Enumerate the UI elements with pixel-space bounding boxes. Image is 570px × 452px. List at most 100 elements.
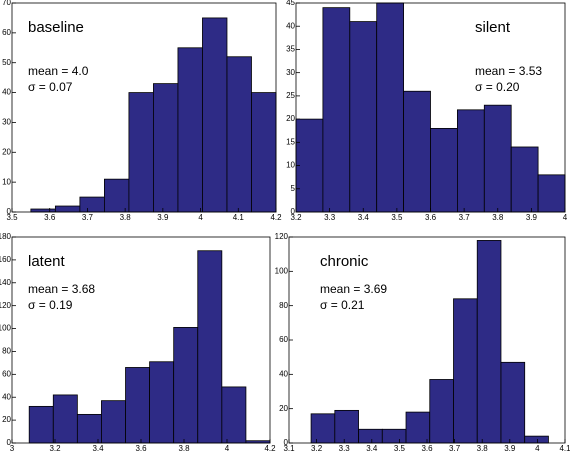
x-tick-label: 3.7 bbox=[459, 213, 471, 222]
bar bbox=[403, 90, 431, 213]
mean-label: mean = 4.0 bbox=[28, 64, 89, 78]
sigma-label: σ = 0.21 bbox=[320, 298, 365, 312]
panel-label: latent bbox=[28, 253, 66, 270]
y-tick-label: 0 bbox=[284, 438, 289, 447]
x-tick-label: 3.5 bbox=[394, 444, 406, 452]
bar bbox=[251, 92, 277, 213]
x-tick-label: 3.8 bbox=[178, 444, 190, 452]
x-tick-label: 3.6 bbox=[425, 213, 437, 222]
x-tick-label: 3.6 bbox=[44, 213, 56, 222]
y-tick-label: 70 bbox=[2, 0, 11, 7]
y-tick-label: 100 bbox=[0, 324, 12, 333]
bar bbox=[537, 174, 566, 213]
x-tick-label: 3.4 bbox=[358, 213, 370, 222]
panel-label: baseline bbox=[28, 19, 84, 36]
bar bbox=[295, 118, 324, 213]
bar bbox=[101, 400, 126, 444]
y-tick-label: 40 bbox=[2, 392, 11, 401]
y-tick-label: 0 bbox=[291, 207, 296, 216]
x-tick-label: 4.2 bbox=[270, 213, 282, 222]
y-tick-label: 50 bbox=[2, 58, 11, 67]
y-tick-label: 15 bbox=[286, 137, 295, 146]
x-tick-label: 3.4 bbox=[366, 444, 378, 452]
x-tick-label: 4.2 bbox=[264, 444, 276, 452]
y-tick-label: 0 bbox=[7, 438, 12, 447]
y-tick-label: 30 bbox=[286, 68, 295, 77]
x-tick-label: 3.3 bbox=[339, 444, 351, 452]
bar bbox=[30, 208, 56, 213]
bar bbox=[202, 17, 228, 213]
bar bbox=[476, 240, 502, 444]
bar bbox=[430, 127, 458, 213]
x-tick-label: 4.1 bbox=[559, 444, 570, 452]
mean-label: mean = 3.53 bbox=[475, 64, 542, 78]
x-tick-label: 3.7 bbox=[82, 213, 94, 222]
bar bbox=[456, 109, 485, 213]
bar bbox=[322, 7, 351, 213]
y-tick-label: 180 bbox=[0, 232, 12, 241]
y-tick-label: 40 bbox=[2, 88, 11, 97]
y-tick-label: 120 bbox=[0, 301, 12, 310]
bar bbox=[500, 361, 526, 444]
bar bbox=[128, 92, 154, 213]
bar bbox=[453, 298, 478, 444]
bar bbox=[125, 367, 150, 444]
x-tick-label: 3.8 bbox=[492, 213, 504, 222]
sigma-label: σ = 0.07 bbox=[28, 80, 73, 94]
bar bbox=[54, 205, 81, 213]
bar bbox=[52, 394, 78, 444]
y-tick-label: 25 bbox=[286, 91, 295, 100]
bar bbox=[381, 428, 407, 444]
y-tick-label: 35 bbox=[286, 45, 295, 54]
y-tick-label: 140 bbox=[0, 278, 12, 287]
x-tick-label: 3.5 bbox=[6, 213, 18, 222]
x-tick-label: 3.6 bbox=[421, 444, 433, 452]
y-tick-label: 20 bbox=[286, 114, 295, 123]
bar bbox=[177, 47, 203, 213]
y-tick-label: 80 bbox=[279, 301, 288, 310]
y-tick-label: 20 bbox=[2, 415, 11, 424]
x-tick-label: 4.1 bbox=[233, 213, 245, 222]
y-tick-label: 60 bbox=[2, 28, 11, 37]
x-tick-label: 3.7 bbox=[449, 444, 461, 452]
y-tick-label: 60 bbox=[2, 369, 11, 378]
x-tick-label: 3.2 bbox=[311, 444, 323, 452]
panel-label: silent bbox=[475, 19, 511, 36]
y-tick-label: 20 bbox=[279, 404, 288, 413]
bar bbox=[358, 428, 383, 444]
bar bbox=[310, 413, 336, 444]
y-tick-label: 100 bbox=[275, 266, 289, 275]
bar bbox=[79, 196, 105, 213]
x-tick-label: 3.9 bbox=[157, 213, 169, 222]
x-tick-label: 3.2 bbox=[49, 444, 61, 452]
y-tick-label: 80 bbox=[2, 347, 11, 356]
y-tick-label: 120 bbox=[275, 232, 289, 241]
y-tick-label: 40 bbox=[286, 21, 295, 30]
y-tick-label: 0 bbox=[7, 207, 12, 216]
y-tick-label: 10 bbox=[2, 177, 11, 186]
y-tick-label: 60 bbox=[279, 335, 288, 344]
x-tick-label: 3.5 bbox=[391, 213, 403, 222]
x-tick-label: 3.3 bbox=[324, 213, 336, 222]
bar bbox=[510, 146, 539, 213]
x-tick-label: 3.6 bbox=[135, 444, 147, 452]
bar bbox=[149, 361, 175, 444]
bar bbox=[76, 413, 102, 444]
y-tick-label: 45 bbox=[286, 0, 295, 7]
x-tick-label: 3 bbox=[10, 444, 15, 452]
axes-box bbox=[11, 2, 277, 213]
y-tick-label: 40 bbox=[279, 369, 288, 378]
x-tick-label: 3.1 bbox=[283, 444, 295, 452]
panel-label: chronic bbox=[320, 253, 369, 270]
x-tick-label: 3.9 bbox=[526, 213, 538, 222]
bar bbox=[429, 379, 454, 444]
bar bbox=[104, 178, 130, 213]
bar bbox=[483, 104, 512, 213]
x-tick-label: 3.8 bbox=[477, 444, 489, 452]
bar bbox=[221, 386, 247, 444]
x-tick-label: 4 bbox=[198, 213, 203, 222]
x-tick-label: 4 bbox=[225, 444, 230, 452]
sigma-label: σ = 0.20 bbox=[475, 80, 520, 94]
